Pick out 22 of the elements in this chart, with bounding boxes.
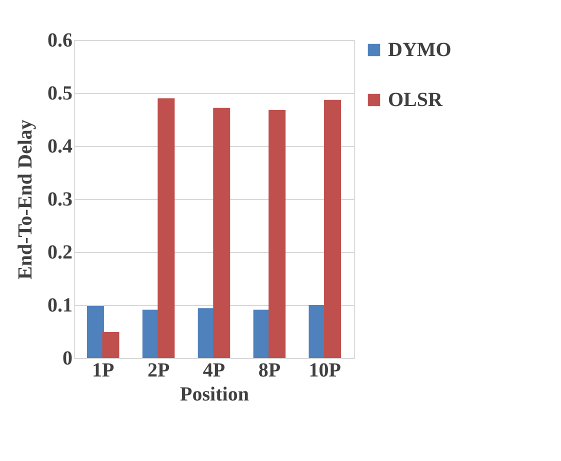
y-tick-label: 0 — [62, 348, 72, 370]
y-tick-label: 0.6 — [48, 30, 72, 52]
x-tick-label: 4P — [202, 360, 226, 382]
x-tick-label: 1P — [92, 360, 114, 382]
x-axis-title: Position — [180, 384, 249, 406]
x-tick-label: 10P — [308, 360, 341, 382]
bar — [86, 306, 104, 358]
x-tick-label: 8P — [258, 360, 281, 382]
y-tick-label: 0.3 — [48, 188, 72, 210]
bar — [102, 332, 120, 358]
y-tick-label: 0.2 — [48, 242, 72, 264]
bar — [213, 108, 230, 358]
legend-label: OLSR — [388, 89, 444, 111]
bar — [158, 98, 175, 358]
x-tick-label: 2P — [147, 360, 170, 382]
y-tick-label: 0.1 — [48, 294, 72, 316]
y-tick-label: 0.5 — [48, 82, 72, 104]
legend-label: DYMO — [388, 39, 452, 61]
y-tick-label: 0.4 — [48, 136, 72, 158]
bar — [324, 100, 342, 358]
bar — [268, 110, 286, 358]
y-axis-title: End-To-End Delay — [14, 120, 36, 280]
